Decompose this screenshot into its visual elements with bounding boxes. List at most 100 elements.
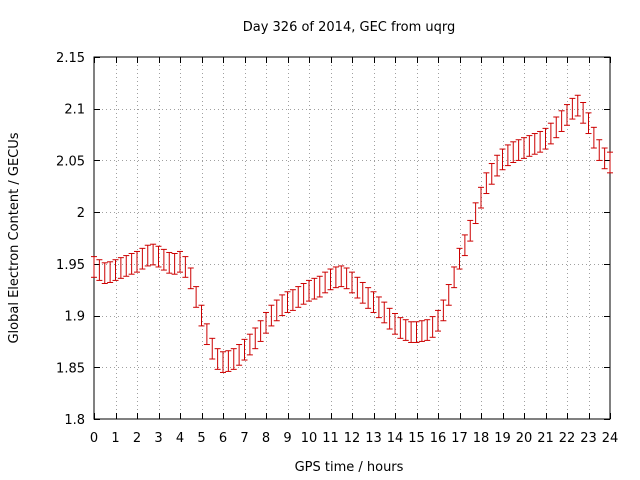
data-point bbox=[521, 137, 527, 159]
data-point bbox=[289, 289, 296, 311]
y-tick-label: 2.15 bbox=[56, 51, 85, 66]
x-tick-label: 16 bbox=[430, 431, 447, 446]
x-tick-label: 4 bbox=[176, 431, 184, 446]
data-point bbox=[359, 281, 366, 304]
data-point bbox=[424, 319, 431, 341]
x-tick-label: 17 bbox=[451, 431, 468, 446]
data-point bbox=[160, 248, 167, 271]
y-axis-label: Global Electron Content / GECUs bbox=[7, 132, 22, 343]
y-tick-label: 1.85 bbox=[56, 361, 85, 376]
data-point bbox=[494, 154, 501, 177]
x-tick-label: 22 bbox=[559, 431, 576, 446]
data-point bbox=[499, 148, 506, 171]
grid-lines bbox=[94, 57, 610, 419]
x-tick-label: 13 bbox=[365, 431, 382, 446]
y-tick-label: 1.95 bbox=[56, 258, 85, 273]
x-tick-label: 21 bbox=[537, 431, 554, 446]
data-point bbox=[596, 139, 603, 161]
x-tick-label: 3 bbox=[154, 431, 162, 446]
data-point bbox=[408, 321, 415, 343]
data-point bbox=[225, 350, 232, 372]
data-point bbox=[311, 277, 318, 300]
data-point bbox=[349, 271, 355, 294]
data-point bbox=[193, 286, 200, 308]
data-point bbox=[601, 147, 608, 170]
data-point bbox=[150, 243, 157, 266]
chart-title: Day 326 of 2014, GEC from uqrg bbox=[243, 20, 456, 35]
data-point bbox=[241, 338, 248, 361]
data-point bbox=[295, 286, 302, 308]
data-point bbox=[209, 337, 216, 360]
data-point bbox=[155, 245, 162, 268]
data-points bbox=[91, 94, 613, 373]
data-point bbox=[128, 253, 135, 275]
data-point bbox=[397, 317, 404, 339]
data-point bbox=[166, 251, 173, 274]
x-tick-label: 10 bbox=[301, 431, 318, 446]
data-point bbox=[526, 135, 533, 157]
y-tick-label: 1.8 bbox=[64, 413, 85, 428]
data-point bbox=[343, 267, 350, 290]
data-point bbox=[252, 327, 259, 350]
data-point bbox=[257, 320, 264, 342]
data-point bbox=[510, 141, 517, 163]
data-point bbox=[96, 259, 103, 281]
data-point bbox=[220, 351, 226, 373]
x-tick-label: 11 bbox=[322, 431, 339, 446]
data-point bbox=[268, 304, 275, 327]
data-point bbox=[472, 202, 479, 225]
data-point bbox=[558, 110, 565, 132]
data-point bbox=[515, 139, 522, 161]
data-point bbox=[386, 307, 393, 330]
data-point bbox=[246, 333, 253, 356]
data-point bbox=[392, 313, 398, 335]
data-point bbox=[300, 283, 307, 305]
y-tick-label: 2.1 bbox=[64, 103, 85, 118]
data-point bbox=[171, 253, 178, 275]
data-point bbox=[435, 309, 441, 332]
data-point bbox=[375, 296, 382, 319]
data-point bbox=[177, 250, 183, 273]
data-point bbox=[322, 271, 329, 294]
data-point bbox=[574, 94, 581, 117]
y-tick-label: 2.05 bbox=[56, 154, 85, 169]
x-tick-label: 24 bbox=[602, 431, 619, 446]
data-point bbox=[370, 291, 377, 313]
data-point bbox=[91, 256, 97, 278]
data-point bbox=[413, 321, 420, 343]
data-point bbox=[214, 348, 221, 370]
data-point bbox=[445, 284, 452, 306]
x-tick-label: 6 bbox=[219, 431, 227, 446]
data-point bbox=[564, 104, 570, 126]
data-point bbox=[306, 279, 312, 302]
x-tick-label: 2 bbox=[133, 431, 141, 446]
x-tick-label: 12 bbox=[344, 431, 361, 446]
data-point bbox=[117, 257, 124, 279]
x-tick-label: 23 bbox=[580, 431, 597, 446]
data-point bbox=[134, 250, 140, 273]
x-tick-label: 8 bbox=[262, 431, 270, 446]
data-point bbox=[236, 344, 243, 366]
data-point bbox=[284, 291, 291, 313]
x-tick-label: 15 bbox=[408, 431, 425, 446]
data-point bbox=[547, 122, 554, 145]
data-point bbox=[456, 247, 463, 270]
data-point bbox=[230, 348, 237, 370]
x-tick-label: 0 bbox=[90, 431, 98, 446]
data-point bbox=[585, 112, 592, 135]
data-point bbox=[327, 268, 334, 291]
data-point bbox=[338, 265, 345, 288]
data-point bbox=[144, 244, 151, 267]
x-tick-label: 18 bbox=[473, 431, 490, 446]
x-tick-label: 14 bbox=[387, 431, 404, 446]
data-point bbox=[542, 127, 549, 150]
data-point bbox=[467, 219, 474, 242]
data-point bbox=[273, 299, 280, 322]
x-tick-label: 9 bbox=[283, 431, 291, 446]
data-point bbox=[478, 186, 484, 209]
data-point bbox=[101, 262, 108, 285]
data-point bbox=[451, 266, 458, 289]
x-tick-label: 5 bbox=[197, 431, 205, 446]
data-point bbox=[365, 287, 372, 309]
